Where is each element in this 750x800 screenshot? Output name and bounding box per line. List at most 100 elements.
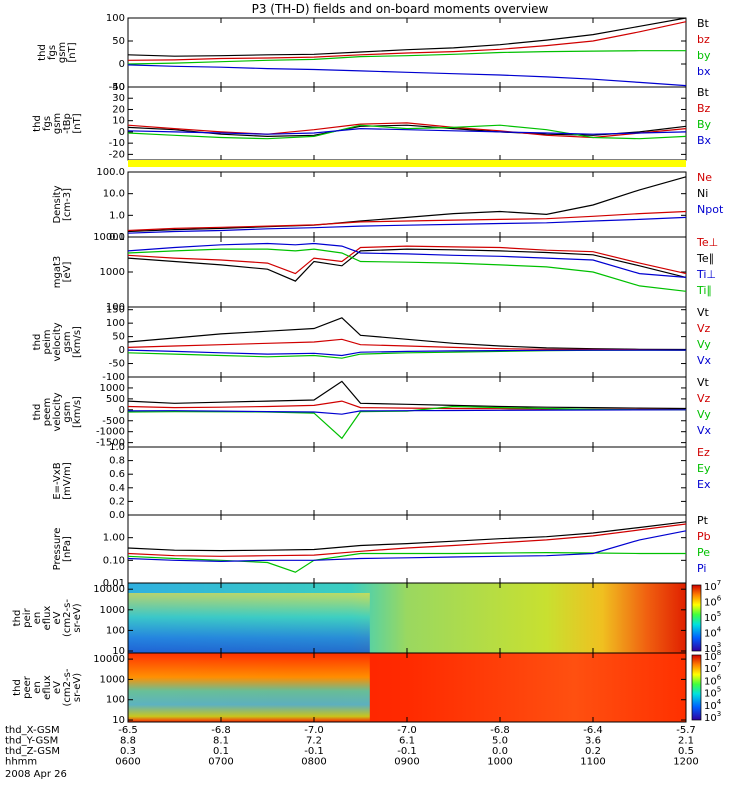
legend-label: Ex	[697, 478, 711, 491]
series-line-Vx	[127, 349, 686, 357]
time-axis-labels: thd_X-GSM -6.5 -6.8 -7.0 -7.0 -6.8 -6.4 -5.7 thd…	[5, 725, 699, 768]
y-tick-label: 10000	[93, 232, 125, 243]
legend-label: By	[697, 118, 712, 131]
x-row-value: -0.1	[304, 746, 324, 757]
y-tick-label: -50	[109, 82, 125, 93]
colorbar-tick-label: 106	[704, 595, 722, 609]
series-line-Pb	[127, 523, 687, 557]
series-line-Vz	[127, 338, 687, 351]
legend-label: bx	[697, 65, 711, 78]
panel-efield: 1.0 0.8 0.6 0.4 0.2 0.0 E=-VxB [mV/m] Ez Ey Ex	[52, 442, 711, 521]
y-tick-label: 30	[112, 93, 125, 104]
y-axis-label: [cm-3]	[62, 188, 73, 221]
series-line-Bx	[127, 127, 687, 135]
colorbar-tick-label: 103	[704, 710, 721, 724]
yellow-flag-bar	[128, 160, 686, 167]
y-axis-label: gsm	[57, 42, 68, 63]
x-row-value: 8.8	[120, 736, 136, 747]
x-row-value: -6.8	[211, 725, 231, 736]
x-row-value: 0.1	[213, 746, 229, 757]
y-axis-label: thd	[12, 610, 23, 627]
series-line-Ti∥	[127, 248, 687, 292]
y-tick-label: 100.0	[96, 167, 125, 178]
y-tick-label: 0.8	[109, 456, 125, 467]
series-line-Npot	[127, 216, 687, 234]
series-line-Ni	[127, 176, 687, 233]
y-tick-label: 0.1	[109, 232, 125, 243]
y-tick-label: 50	[112, 36, 125, 47]
y-axis-label: thd	[32, 404, 43, 421]
y-axis-label: thd	[32, 115, 43, 132]
y-axis-label: [km/s]	[72, 326, 83, 358]
y-axis-label: E=-VxB	[52, 462, 63, 499]
legend-label: Ti⊥	[696, 268, 716, 281]
y-axis-label: Pressure	[52, 528, 63, 571]
y-axis-label: eflux	[42, 606, 53, 631]
x-row-value: 7.2	[306, 736, 322, 747]
y-axis-label: [km/s]	[72, 396, 83, 428]
y-tick-label: 0.10	[103, 555, 125, 566]
x-row-value: 0.5	[678, 746, 694, 757]
y-tick-label: 0	[119, 59, 125, 70]
y-tick-label: 1.0	[109, 442, 125, 453]
y-tick-label: -100	[102, 372, 125, 383]
colorbar-tick-label: 105	[704, 686, 721, 700]
x-row-value: -6.4	[583, 725, 603, 736]
y-tick-label: -1000	[96, 427, 125, 438]
legend-label: bz	[697, 33, 710, 46]
legend-label: Vx	[697, 354, 712, 367]
x-row-value: 6.1	[399, 736, 415, 747]
x-row-value: 2.1	[678, 736, 694, 747]
y-tick-label: 1.00	[103, 533, 125, 544]
y-tick-label: -1500	[96, 438, 125, 449]
y-tick-label: 0.4	[109, 483, 125, 494]
x-row-label: thd_X-GSM	[5, 725, 60, 736]
legend-label: Te⊥	[696, 236, 718, 249]
legend-label: Vt	[697, 376, 710, 389]
series-line-By	[127, 124, 687, 140]
legend-label: Ti∥	[696, 284, 712, 297]
colorbar-peir_eflux	[691, 584, 702, 652]
y-axis-label: [mV/m]	[62, 462, 73, 500]
series-line-Te∥	[127, 248, 687, 282]
y-tick-label: 0.6	[109, 469, 125, 480]
legend-label: by	[697, 49, 711, 62]
y-axis-label: peer	[22, 675, 33, 699]
y-tick-label: -20	[109, 149, 125, 160]
legend-label: Ni	[697, 187, 708, 200]
y-tick-label: 10	[112, 715, 125, 726]
colorbar-tick-label: 106	[704, 673, 722, 687]
legend-label: Te∥	[696, 252, 714, 265]
series-line-Pt	[127, 521, 687, 552]
colorbar-tick-label: 107	[704, 661, 721, 675]
date-label: 2008 Apr 26	[5, 769, 67, 780]
legend-label: Vz	[697, 392, 711, 405]
y-axis-label: [eV]	[62, 262, 73, 283]
heatmap-overlay	[128, 593, 370, 653]
colorbar-tick-label: 103	[704, 641, 721, 655]
y-tick-label: 40	[112, 82, 125, 93]
legend-label: Bt	[697, 86, 710, 99]
series-line-Te⊥	[127, 245, 687, 275]
y-axis-label: [nT]	[67, 42, 78, 62]
y-tick-label: 1000	[100, 605, 125, 616]
y-axis-label: (cm2-s-	[62, 668, 73, 706]
colorbar-tick-label: 104	[704, 626, 722, 640]
x-row-value: 8.1	[213, 736, 229, 747]
panel-frame	[127, 236, 687, 308]
y-axis-label: eV	[52, 611, 63, 624]
y-tick-label: 0	[119, 405, 125, 416]
y-axis-label: thd	[37, 44, 48, 61]
y-tick-label: 10	[112, 116, 125, 127]
y-axis-label: velocity	[52, 392, 63, 431]
y-axis-label: sr-eV)	[72, 673, 83, 702]
legend-label: Bx	[697, 134, 712, 147]
y-axis-label: fgs	[42, 116, 53, 131]
y-tick-label: 0	[119, 127, 125, 138]
y-tick-label: 0.01	[103, 578, 125, 589]
legend-label: Pt	[697, 514, 709, 527]
y-tick-label: 500	[106, 394, 125, 405]
legend-label: Pe	[697, 546, 710, 559]
